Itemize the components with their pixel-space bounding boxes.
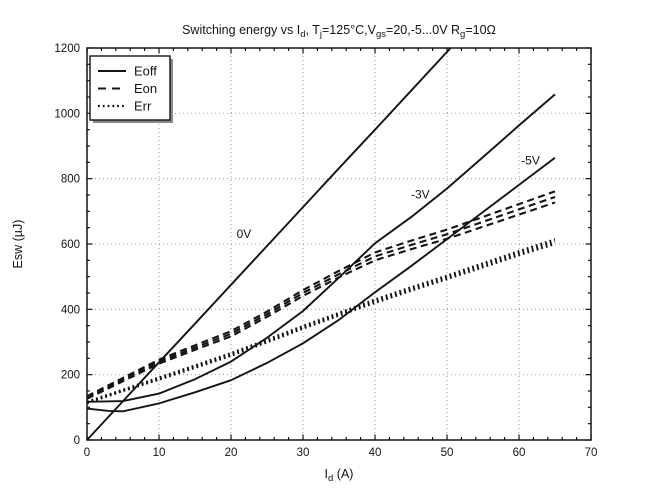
y-tick-label: 1000 (54, 108, 80, 120)
legend-label-eoff: Eoff (134, 64, 157, 79)
annotation-0V: 0V (237, 227, 252, 241)
x-tick-label: 30 (297, 447, 310, 459)
curve-eon-variant-lower (86, 201, 556, 400)
x-axis-label: Id (A) (325, 467, 354, 484)
x-tick-label: 60 (513, 447, 526, 459)
annotation-5V: -5V (521, 153, 540, 167)
curve-annotations: 0V -3V -5V (237, 153, 540, 241)
y-tick-label: 0 (74, 435, 80, 447)
x-tick-label: 10 (153, 447, 166, 459)
y-tick-label: 400 (61, 304, 80, 316)
x-tick-label: 50 (441, 447, 454, 459)
axis-ticks (86, 47, 592, 441)
curve-eoff-5v (86, 157, 556, 413)
x-tick-label: 40 (369, 447, 382, 459)
curve-eoff-3v (86, 93, 556, 403)
annotation-3V: -3V (411, 187, 430, 201)
y-tick-label: 200 (61, 370, 80, 382)
curve-err-variant-lower (86, 242, 556, 405)
legend: Eoff Eon Err (89, 55, 173, 123)
y-axis-label: Esw (µJ) (11, 220, 25, 269)
y-tick-label: 600 (61, 239, 80, 251)
y-tick-label: 800 (61, 174, 80, 186)
curve-eon-variant-upper (86, 190, 556, 398)
y-tick-labels: 0 200 400 600 800 1000 1200 (54, 43, 80, 447)
y-tick-label: 1200 (54, 43, 80, 55)
x-tick-label: 0 (84, 447, 90, 459)
curves (86, 47, 556, 441)
chart-title: Switching energy vs Id, Tj=125°C,Vgs=20,… (182, 23, 496, 40)
legend-label-eon: Eon (134, 81, 157, 96)
x-tick-label: 20 (225, 447, 238, 459)
curve-eon-variant-middle (86, 196, 556, 399)
x-tick-label: 70 (585, 447, 598, 459)
legend-label-err: Err (134, 99, 152, 114)
curve-eoff-0v (86, 47, 452, 441)
x-tick-labels: 0 10 20 30 40 50 60 70 (84, 447, 598, 459)
